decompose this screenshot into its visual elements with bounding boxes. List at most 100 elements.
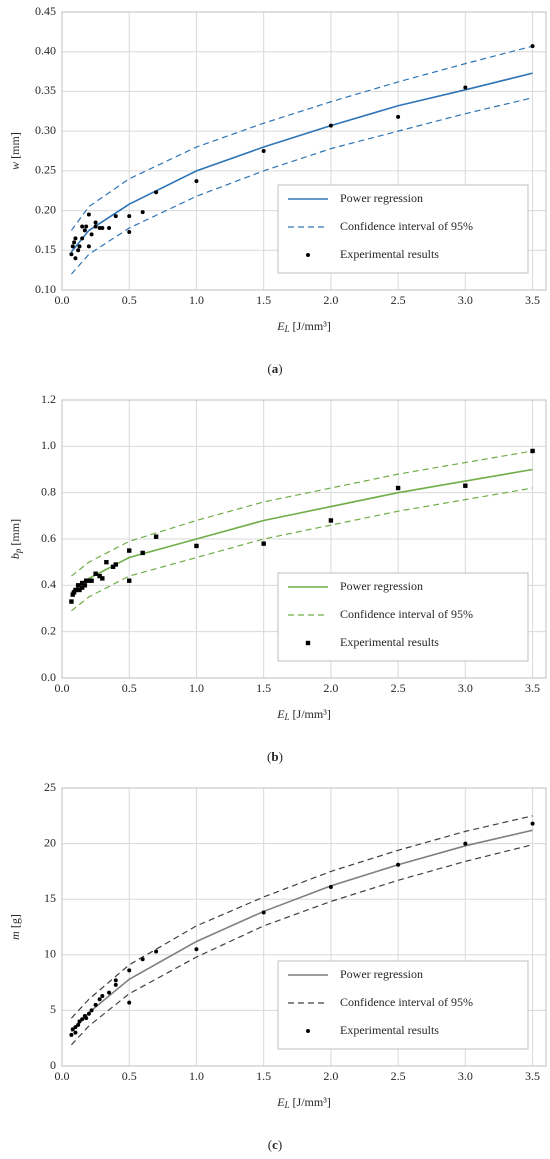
data-point xyxy=(463,483,468,488)
legend-label: Experimental results xyxy=(340,1023,439,1037)
y-tick-label: 20 xyxy=(44,835,56,849)
x-axis-subscript: L xyxy=(284,712,290,722)
data-point xyxy=(127,578,132,583)
x-tick-label: 1.0 xyxy=(189,293,204,307)
data-point xyxy=(93,1002,98,1007)
data-point xyxy=(76,1022,81,1027)
legend: Power regression Confidence interval of 9… xyxy=(277,184,529,274)
data-point xyxy=(328,884,333,889)
x-axis-symbol: E xyxy=(276,1095,285,1109)
data-point xyxy=(127,1000,132,1005)
y-axis-unit: [mm] xyxy=(8,132,22,159)
legend-marker xyxy=(306,253,310,257)
data-point xyxy=(194,947,199,952)
data-point xyxy=(463,841,468,846)
legend-label: Confidence interval of 95% xyxy=(340,995,473,1009)
data-point xyxy=(194,543,199,549)
data-point xyxy=(80,1017,85,1022)
plot-frame xyxy=(61,399,547,679)
x-tick-label: 2.0 xyxy=(323,1069,338,1083)
data-point xyxy=(396,114,401,119)
y-axis-symbol: b xyxy=(8,553,22,559)
data-point xyxy=(69,599,74,604)
x-tick-label: 0.0 xyxy=(55,293,70,307)
y-tick-label: 0.15 xyxy=(35,242,56,256)
x-axis-unit: [J/mm³] xyxy=(293,707,331,721)
data-point xyxy=(127,548,132,553)
data-point xyxy=(72,240,77,245)
data-point xyxy=(77,587,82,593)
legend-label: Power regression xyxy=(340,191,423,205)
data-point xyxy=(328,518,334,523)
x-axis-label: EL [J/mm³] xyxy=(276,707,331,722)
data-point xyxy=(93,571,98,576)
x-tick-label: 2.5 xyxy=(391,1069,406,1083)
data-point xyxy=(140,210,145,215)
chart: 0 5 10 15 20 25 0.0 0.5 1.0 1.5 2.0 2.5 3.0 3.5 EL [J/m… xyxy=(8,780,547,1152)
data-point xyxy=(75,583,81,588)
x-axis-label: EL [J/mm³] xyxy=(276,319,331,334)
y-tick-label: 0.40 xyxy=(35,43,56,57)
x-axis-unit: [J/mm³] xyxy=(293,1095,331,1109)
x-tick-label: 1.5 xyxy=(256,681,271,695)
data-point xyxy=(100,576,105,581)
x-tick-label: 0.5 xyxy=(122,681,137,695)
legend-label: Experimental results xyxy=(340,635,439,649)
y-tick-label: 0.8 xyxy=(41,484,56,498)
x-axis-subscript: L xyxy=(284,1100,290,1110)
data-point xyxy=(530,448,535,454)
data-point xyxy=(113,978,118,983)
data-point xyxy=(86,244,91,249)
data-point xyxy=(261,910,266,915)
x-tick-label: 1.5 xyxy=(256,1069,271,1083)
x-tick-label: 1.0 xyxy=(189,681,204,695)
data-point xyxy=(110,564,116,569)
y-axis-symbol: m xyxy=(8,931,22,940)
y-axis-subscript: p xyxy=(13,548,23,554)
data-point xyxy=(93,224,98,229)
x-axis-symbol: E xyxy=(276,319,285,333)
y-tick-label: 0 xyxy=(50,1058,56,1072)
x-tick-label: 1.5 xyxy=(256,293,271,307)
caption-letter: c xyxy=(272,1137,278,1152)
x-tick-label: 0.0 xyxy=(55,681,70,695)
caption-letter: b xyxy=(271,749,278,764)
data-point xyxy=(77,244,82,249)
x-tick-label: 2.5 xyxy=(391,293,406,307)
y-tick-label: 0.30 xyxy=(35,123,56,137)
data-point xyxy=(86,1011,91,1016)
caption: (b) xyxy=(267,749,283,764)
data-point xyxy=(80,236,85,241)
data-point xyxy=(89,578,94,583)
data-point xyxy=(396,862,401,867)
data-point xyxy=(100,226,105,231)
data-point xyxy=(86,212,91,217)
y-axis-label: m [g] xyxy=(8,914,22,940)
y-tick-label: 0.0 xyxy=(41,670,56,684)
x-axis-subscript: L xyxy=(284,324,290,334)
y-tick-label: 0.10 xyxy=(35,282,56,296)
chart: 0.10 0.15 0.20 0.25 0.30 0.35 0.40 0.45 0.0 0.5 1.… xyxy=(8,4,547,376)
x-axis-label: EL [J/mm³] xyxy=(276,1095,331,1110)
data-point xyxy=(80,224,85,229)
data-point xyxy=(107,990,112,995)
data-point xyxy=(71,590,77,595)
data-point xyxy=(70,1027,75,1032)
x-tick-label: 0.5 xyxy=(122,1069,137,1083)
y-tick-label: 0.45 xyxy=(35,4,56,18)
x-tick-label: 3.0 xyxy=(458,681,473,695)
x-tick-label: 1.0 xyxy=(189,1069,204,1083)
y-tick-label: 15 xyxy=(44,891,56,905)
data-point xyxy=(69,1032,74,1037)
data-point xyxy=(97,997,102,1002)
x-tick-label: 2.0 xyxy=(323,681,338,695)
plot-frame xyxy=(61,11,547,291)
legend: Power regression Confidence interval of 9… xyxy=(277,960,529,1050)
data-point xyxy=(328,123,333,128)
data-point xyxy=(82,228,87,233)
series-line xyxy=(70,97,533,275)
y-tick-label: 0.2 xyxy=(41,623,56,637)
y-tick-label: 0.4 xyxy=(41,577,56,591)
data-point xyxy=(84,224,89,229)
